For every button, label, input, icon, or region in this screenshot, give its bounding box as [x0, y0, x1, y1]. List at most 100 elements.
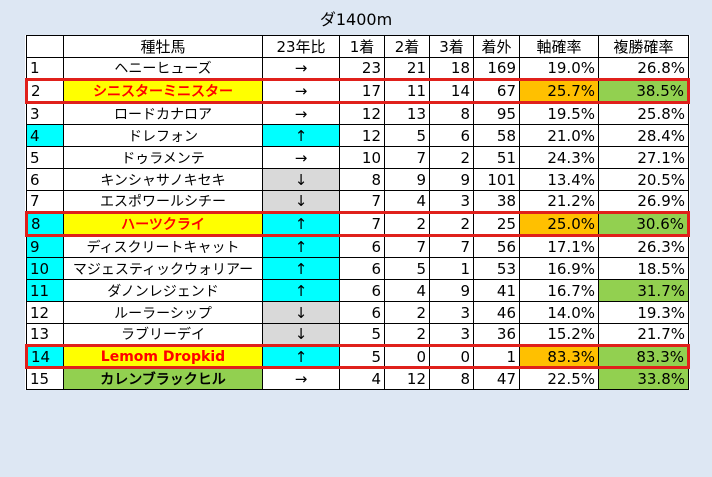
second-count: 7 [384, 146, 430, 169]
third-count: 9 [429, 279, 474, 302]
second-count: 4 [384, 279, 430, 302]
first-count: 7 [339, 211, 385, 237]
first-count: 12 [339, 124, 385, 147]
axis-rate: 24.3% [519, 146, 599, 169]
sire-name: Lemom Dropkid [63, 344, 263, 369]
page-title: ダ1400m [319, 10, 393, 29]
axis-rate: 21.0% [519, 124, 599, 147]
trend-cell: ↓ [262, 190, 340, 213]
trend-cell: → [262, 78, 340, 104]
rank-cell: 11 [26, 279, 64, 302]
sire-name: カレンブラックヒル [63, 367, 263, 390]
third-count: 3 [429, 301, 474, 324]
axis-rate: 16.7% [519, 279, 599, 302]
trend-cell: ↑ [262, 124, 340, 147]
first-count: 7 [339, 190, 385, 213]
header-2nd: 2着 [384, 35, 430, 58]
trend-cell: ↑ [262, 344, 340, 369]
rank-cell: 13 [26, 323, 64, 346]
second-count: 9 [384, 168, 430, 191]
trend-cell: → [262, 102, 340, 125]
unplaced-count: 47 [473, 367, 520, 390]
place-rate: 83.3% [598, 344, 690, 369]
axis-rate: 22.5% [519, 367, 599, 390]
first-count: 10 [339, 146, 385, 169]
second-count: 2 [384, 323, 430, 346]
header-1st: 1着 [339, 35, 385, 58]
rank-cell: 2 [25, 78, 64, 104]
header-3rd: 3着 [429, 35, 474, 58]
third-count: 8 [429, 102, 474, 125]
place-rate: 19.3% [598, 301, 689, 324]
second-count: 7 [384, 235, 430, 258]
place-rate: 31.7% [598, 279, 689, 302]
table-row: 9 ディスクリートキャット ↑ 6 7 7 56 17.1% 26.3% [26, 235, 689, 258]
rank-cell: 1 [26, 57, 64, 80]
table-row: 14 Lemom Dropkid ↑ 5 0 0 1 83.3% 83.3% [25, 344, 690, 369]
rank-cell: 4 [26, 124, 64, 147]
rank-cell: 14 [25, 344, 64, 369]
sire-name: ルーラーシップ [63, 301, 263, 324]
unplaced-count: 67 [473, 78, 520, 104]
trend-cell: → [262, 367, 340, 390]
header-unplaced: 着外 [473, 35, 520, 58]
third-count: 7 [429, 235, 474, 258]
place-rate: 21.7% [598, 323, 689, 346]
trend-cell: ↓ [262, 301, 340, 324]
table-row: 13 ラブリーデイ ↓ 5 2 3 36 15.2% 21.7% [26, 323, 689, 346]
second-count: 21 [384, 57, 430, 80]
table-row: 8 ハーツクライ ↑ 7 2 2 25 25.0% 30.6% [25, 211, 690, 237]
sire-name: ラブリーデイ [63, 323, 263, 346]
second-count: 0 [384, 344, 430, 369]
header-rank [26, 35, 64, 58]
place-rate: 26.3% [598, 235, 689, 258]
sire-name: ドゥラメンテ [63, 146, 263, 169]
rank-cell: 9 [26, 235, 64, 258]
trend-cell: ↓ [262, 168, 340, 191]
first-count: 6 [339, 235, 385, 258]
trend-cell: ↑ [262, 279, 340, 302]
axis-rate: 14.0% [519, 301, 599, 324]
rank-cell: 12 [26, 301, 64, 324]
axis-rate: 19.5% [519, 102, 599, 125]
first-count: 5 [339, 344, 385, 369]
place-rate: 28.4% [598, 124, 689, 147]
table-row: 7 エスポワールシチー ↓ 7 4 3 38 21.2% 26.9% [26, 190, 689, 213]
first-count: 5 [339, 323, 385, 346]
unplaced-count: 1 [473, 344, 520, 369]
place-rate: 33.8% [598, 367, 689, 390]
table-row: 4 ドレフォン ↑ 12 5 6 58 21.0% 28.4% [26, 124, 689, 147]
unplaced-count: 46 [473, 301, 520, 324]
axis-rate: 83.3% [519, 344, 599, 369]
unplaced-count: 36 [473, 323, 520, 346]
place-rate: 26.9% [598, 190, 689, 213]
table-row: 6 キンシャサノキセキ ↓ 8 9 9 101 13.4% 20.5% [26, 168, 689, 191]
unplaced-count: 101 [473, 168, 520, 191]
table-row: 11 ダノンレジェンド ↑ 6 4 9 41 16.7% 31.7% [26, 279, 689, 302]
first-count: 17 [339, 78, 385, 104]
axis-rate: 17.1% [519, 235, 599, 258]
first-count: 4 [339, 367, 385, 390]
sire-name: ロードカナロア [63, 102, 263, 125]
table-row: 10 マジェスティックウォリアー ↑ 6 5 1 53 16.9% 18.5% [26, 257, 689, 280]
axis-rate: 21.2% [519, 190, 599, 213]
third-count: 3 [429, 323, 474, 346]
header-axis-rate: 軸確率 [519, 35, 599, 58]
first-count: 6 [339, 279, 385, 302]
unplaced-count: 58 [473, 124, 520, 147]
rank-cell: 3 [26, 102, 64, 125]
second-count: 4 [384, 190, 430, 213]
trend-cell: ↑ [262, 235, 340, 258]
table-row: 15 カレンブラックヒル → 4 12 8 47 22.5% 33.8% [26, 367, 689, 390]
axis-rate: 13.4% [519, 168, 599, 191]
unplaced-count: 51 [473, 146, 520, 169]
third-count: 0 [429, 344, 474, 369]
header-vs-2023: 23年比 [262, 35, 340, 58]
axis-rate: 19.0% [519, 57, 599, 80]
sire-name: ダノンレジェンド [63, 279, 263, 302]
first-count: 12 [339, 102, 385, 125]
third-count: 8 [429, 367, 474, 390]
trend-cell: → [262, 146, 340, 169]
rank-cell: 6 [26, 168, 64, 191]
first-count: 6 [339, 257, 385, 280]
